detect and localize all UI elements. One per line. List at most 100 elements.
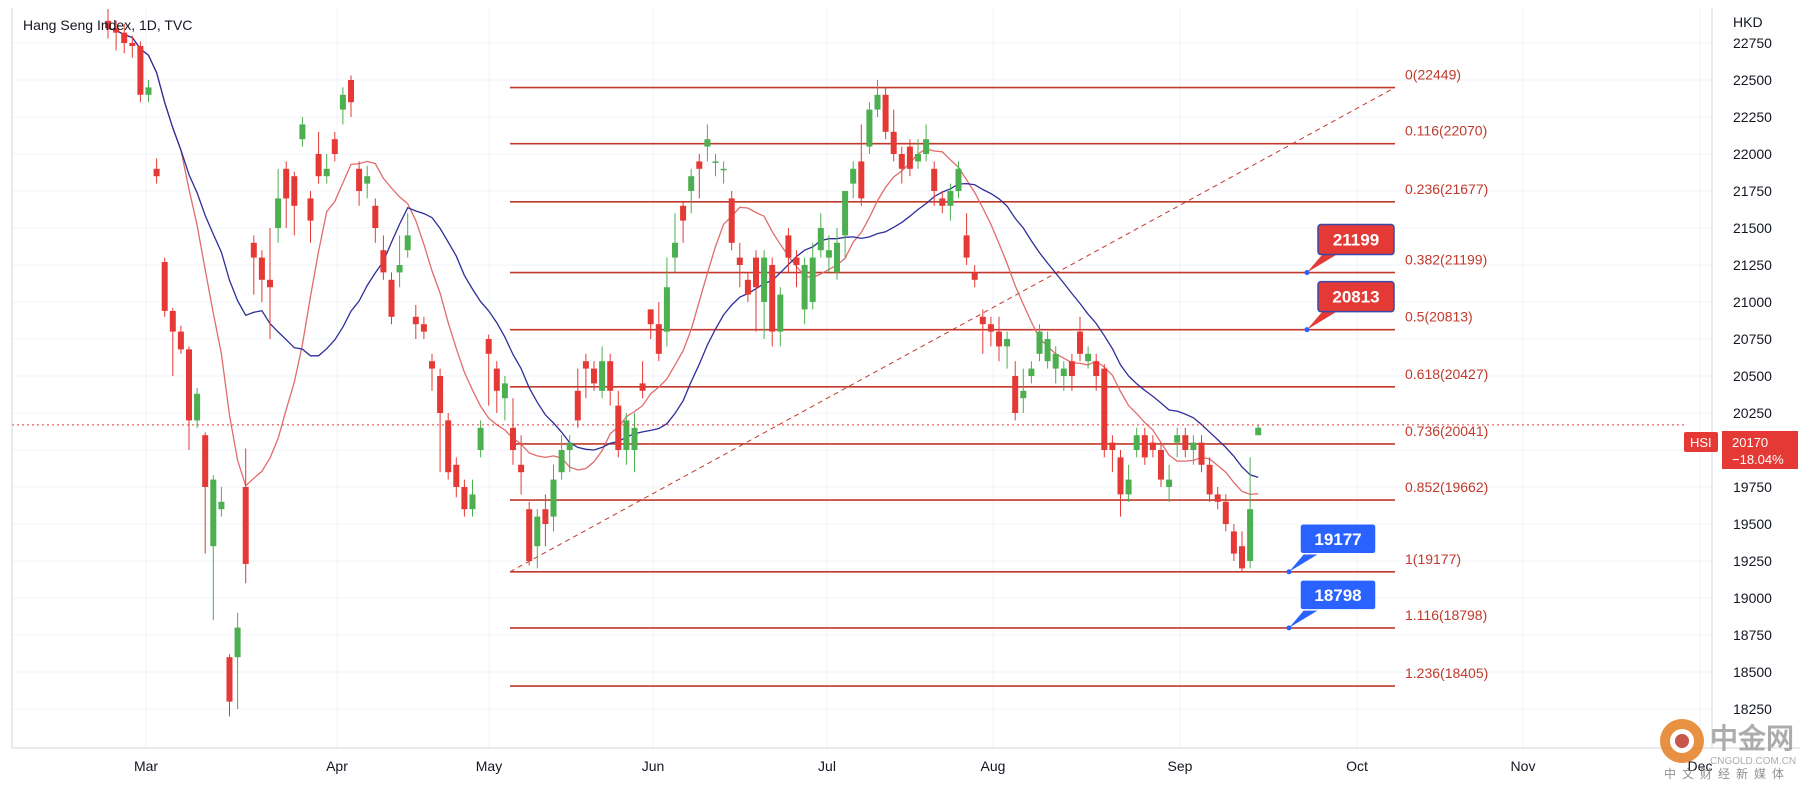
candle-body: [153, 168, 160, 177]
callout-box: [1317, 280, 1395, 313]
candle: [493, 361, 500, 413]
candle-body: [1247, 509, 1254, 561]
candle: [906, 139, 913, 177]
candle: [1206, 457, 1213, 502]
candle: [113, 20, 120, 51]
callout-label: 20813: [1332, 288, 1379, 307]
fibonacci-retracement[interactable]: 0(22449) 0.116(22070) 0.236(21677) 0.382(21…: [510, 67, 1488, 687]
candle-body: [582, 361, 589, 369]
candle: [680, 201, 687, 243]
candle: [372, 198, 379, 243]
candle-body: [591, 368, 597, 384]
candle: [1133, 427, 1140, 458]
candle: [858, 124, 865, 206]
candle-body: [105, 20, 111, 29]
candle-body: [744, 279, 751, 295]
candle-body: [663, 287, 670, 332]
candle: [210, 475, 217, 621]
fib-level-label: 0.382(21199): [1405, 252, 1487, 268]
candle-body: [161, 262, 168, 311]
fib-level-label: 0(22449): [1405, 67, 1461, 83]
candle-body: [761, 257, 768, 302]
fib-level-label: 1.116(18798): [1405, 607, 1487, 623]
candle: [793, 250, 800, 288]
candle-body: [1020, 390, 1027, 399]
candle: [866, 102, 873, 154]
candle-body: [996, 331, 1002, 347]
candle-body: [1141, 435, 1148, 458]
candle-body: [1133, 435, 1140, 450]
candle: [137, 41, 144, 103]
candle: [1125, 464, 1132, 502]
candle: [1255, 424, 1262, 436]
candle-body: [874, 94, 881, 110]
candle: [218, 487, 225, 517]
time-axis[interactable]: Mar Apr May Jun Jul Aug Sep Oct Nov Dec: [134, 758, 1713, 774]
candle: [874, 80, 881, 117]
candle: [315, 131, 322, 184]
y-tick-label: 20750: [1733, 331, 1772, 347]
candle-body: [1101, 368, 1108, 450]
price-axis[interactable]: 22750 22500 22250 22000 21750 21500 21250 21000…: [1733, 35, 1772, 717]
candle: [1060, 361, 1067, 391]
candle-body: [825, 250, 832, 258]
candle-body: [712, 161, 719, 163]
candle-body: [307, 198, 314, 221]
candle-body: [558, 450, 565, 473]
candle-body: [145, 87, 152, 95]
candle: [1085, 346, 1092, 369]
y-tick-label: 19500: [1733, 516, 1772, 532]
candle-body: [1158, 450, 1164, 480]
candle-body: [404, 235, 411, 251]
candle: [1020, 368, 1027, 413]
candle-body: [339, 94, 346, 110]
y-tick-label: 22750: [1733, 35, 1772, 51]
candle: [744, 272, 751, 302]
candle-body: [331, 139, 338, 154]
candle: [153, 158, 160, 184]
candle-body: [882, 94, 889, 132]
candle: [582, 353, 589, 399]
y-tick-label: 21750: [1733, 183, 1772, 199]
candle: [1101, 364, 1108, 458]
y-tick-label: 18500: [1733, 664, 1772, 680]
candle-body: [501, 383, 508, 399]
fib-level-label: 0.736(20041): [1405, 423, 1488, 439]
callout-anchor: [1286, 625, 1292, 631]
candle-body: [842, 191, 849, 236]
fib-level-label: 0.236(21677): [1405, 181, 1488, 197]
candle-body: [242, 487, 249, 564]
candle-body: [777, 294, 784, 332]
callout-label: 19177: [1314, 530, 1361, 549]
callout-box: [1299, 523, 1377, 555]
candle: [769, 257, 776, 347]
candle: [1109, 435, 1116, 473]
price-callout: 19177: [1286, 523, 1377, 575]
candle-body: [793, 257, 800, 265]
candle: [1052, 346, 1059, 384]
candle-body: [429, 361, 435, 369]
candle: [623, 413, 630, 465]
candle: [339, 87, 346, 125]
watermark-name: 中金网: [1710, 722, 1794, 755]
candle: [1036, 324, 1043, 362]
candle-body: [1052, 353, 1059, 369]
candle: [987, 316, 994, 347]
candle: [396, 235, 403, 288]
y-tick-label: 22500: [1733, 72, 1772, 88]
candle-body: [574, 390, 581, 421]
candle: [1158, 442, 1164, 487]
candle-body: [615, 405, 622, 450]
candle-body: [850, 168, 857, 184]
trend-line: [509, 87, 1396, 573]
candle-body: [1239, 546, 1245, 569]
last-change-value: −18.04%: [1732, 452, 1784, 467]
candle: [186, 346, 192, 450]
candle-body: [364, 176, 371, 184]
watermark-tagline: 中文财经新媒体: [1664, 766, 1790, 781]
y-tick-label: 22000: [1733, 146, 1772, 162]
candle: [469, 479, 476, 517]
candle-body: [906, 146, 913, 169]
